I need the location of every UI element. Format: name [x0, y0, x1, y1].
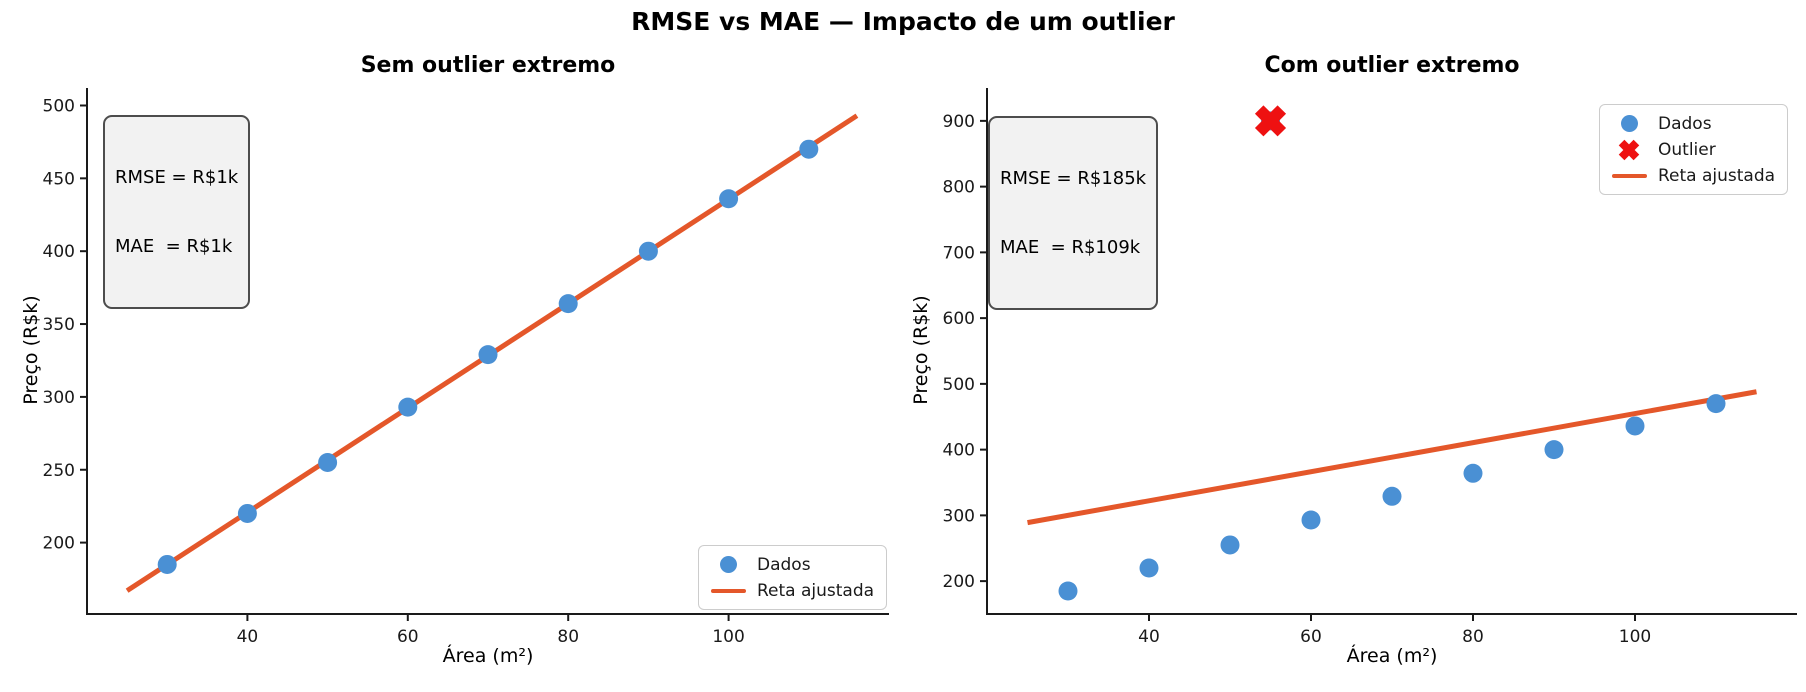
legend-label: Reta ajustada — [757, 580, 875, 601]
x-tick-label: 100 — [712, 627, 744, 647]
y-tick-label: 200 — [943, 572, 975, 592]
scatter-point — [1463, 463, 1483, 483]
left-mae-value: MAE = R$1k — [115, 236, 233, 257]
legend-label: Reta ajustada — [1658, 165, 1776, 186]
legend-item-outlier: Outlier — [1606, 138, 1775, 161]
right-yaxis-label: Preço (R$k) — [910, 295, 932, 405]
figure-title: RMSE vs MAE — Impacto de um outlier — [631, 7, 1175, 36]
right-metrics-annotation: RMSE = R$185k MAE = R$109k — [988, 116, 1159, 310]
y-tick-label: 400 — [943, 441, 975, 461]
y-tick-label: 900 — [943, 112, 975, 132]
x-tick-label: 80 — [1462, 627, 1484, 647]
line-legend-marker-icon — [705, 588, 751, 593]
left-plot-title: Sem outlier extremo — [360, 53, 616, 78]
legend-label: Dados — [757, 554, 811, 575]
left-y-tick-labels: 200 250 300 350 400 450 500 — [43, 96, 87, 554]
left-xaxis-label: Área (m²) — [442, 645, 534, 667]
left-legend: Dados Reta ajustada — [698, 545, 888, 610]
outlier-x-marker — [1254, 105, 1287, 137]
right-plot-title: Com outlier extremo — [1264, 53, 1520, 78]
scatter-point — [157, 554, 177, 574]
y-tick-label: 800 — [943, 178, 975, 198]
x-tick-label: 60 — [397, 627, 419, 647]
right-mae-value: MAE = R$109k — [1000, 237, 1141, 258]
scatter-point — [1301, 510, 1321, 530]
scatter-point — [1706, 394, 1726, 414]
left-axes — [86, 88, 889, 615]
y-tick-label: 500 — [943, 375, 975, 395]
scatter-point — [1139, 558, 1159, 578]
legend-label: Dados — [1658, 113, 1712, 134]
y-tick-label: 700 — [943, 243, 975, 263]
right-fitted-line — [1027, 389, 1757, 526]
fitted-line-swatch-icon — [710, 588, 746, 593]
y-tick-label: 300 — [943, 506, 975, 526]
y-tick-label: 250 — [43, 461, 75, 481]
scatter-point — [398, 397, 418, 417]
x-tick-label: 80 — [557, 627, 579, 647]
fitted-line-swatch-icon — [1611, 173, 1647, 178]
right-axes — [986, 88, 1797, 615]
left-x-tick-labels: 40 60 80 100 — [237, 614, 745, 647]
legend-item-dados: Dados — [705, 553, 874, 576]
y-tick-label: 500 — [43, 96, 75, 116]
x-tick-label: 60 — [1300, 627, 1322, 647]
x-tick-label: 40 — [237, 627, 259, 647]
right-x-tick-labels: 40 60 80 100 — [1138, 614, 1651, 647]
y-tick-label: 400 — [43, 242, 75, 262]
scatter-point — [799, 139, 819, 159]
outlier-x-icon — [1618, 139, 1640, 160]
circle-legend-marker-icon — [1606, 115, 1652, 132]
x-tick-label: 100 — [1619, 627, 1651, 647]
right-legend: Dados Outlier Reta ajustada — [1599, 104, 1789, 195]
scatter-point — [558, 294, 578, 314]
dados-dot-icon — [1620, 115, 1638, 132]
line-legend-marker-icon — [1606, 173, 1652, 178]
outlier-x-icon-shape — [1618, 139, 1640, 160]
left-yaxis-label: Preço (R$k) — [20, 295, 42, 405]
cross-legend-marker-icon — [1606, 137, 1652, 163]
legend-item-dados: Dados — [1606, 112, 1775, 135]
legend-item-reta-ajustada: Reta ajustada — [1606, 164, 1775, 187]
scatter-point — [1625, 416, 1645, 436]
circle-legend-marker-icon — [705, 556, 751, 573]
x-tick-label: 40 — [1138, 627, 1160, 647]
scatter-point — [1382, 486, 1402, 506]
scatter-point — [318, 452, 338, 472]
scatter-point — [1220, 535, 1240, 555]
right-rmse-value: RMSE = R$185k — [1000, 168, 1147, 189]
y-tick-label: 350 — [43, 315, 75, 335]
scatter-point — [719, 189, 739, 209]
y-tick-label: 300 — [43, 388, 75, 408]
scatter-point — [638, 241, 658, 261]
right-outlier-marker — [1254, 105, 1287, 137]
y-tick-label: 450 — [43, 169, 75, 189]
legend-label: Outlier — [1658, 139, 1716, 160]
right-xaxis-label: Área (m²) — [1346, 645, 1438, 667]
left-data-points — [157, 139, 819, 574]
scatter-point — [237, 503, 257, 523]
y-tick-label: 200 — [43, 534, 75, 554]
dados-dot-icon — [719, 556, 737, 573]
scatter-point — [1544, 440, 1564, 460]
scatter-point — [478, 345, 498, 365]
y-tick-label: 600 — [943, 309, 975, 329]
legend-item-reta-ajustada: Reta ajustada — [705, 579, 874, 602]
left-rmse-value: RMSE = R$1k — [115, 167, 239, 188]
right-y-tick-labels: 200 300 400 500 600 700 800 900 — [943, 112, 987, 592]
scatter-point — [1058, 581, 1078, 601]
left-metrics-annotation: RMSE = R$1k MAE = R$1k — [103, 115, 251, 309]
